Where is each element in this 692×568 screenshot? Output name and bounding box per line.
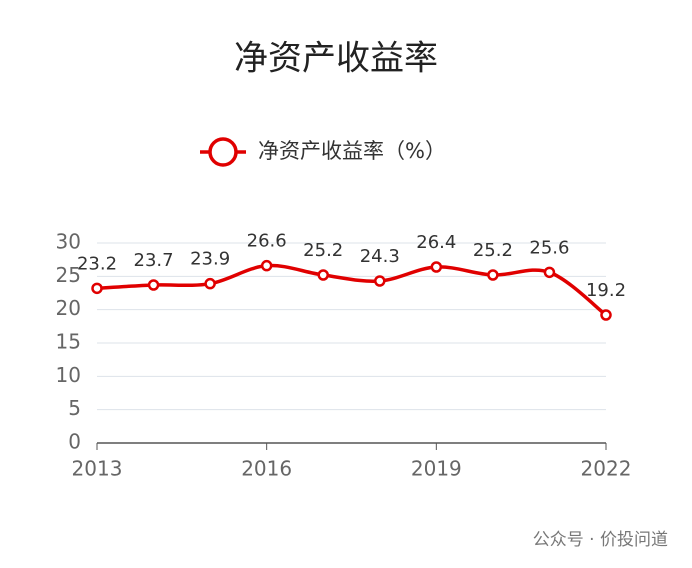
watermark: 公众号 · 价投问道	[533, 530, 668, 550]
data-point	[147, 279, 160, 291]
data-point	[91, 282, 103, 295]
y-tick-label: 25	[56, 263, 81, 287]
data-point	[204, 277, 216, 290]
data-point	[487, 269, 499, 281]
x-tick-label: 2022	[581, 457, 632, 481]
data-label: 19.2	[586, 280, 626, 301]
data-label: 26.6	[247, 231, 287, 252]
legend-label: 净资产收益率（%）	[258, 139, 446, 163]
y-tick-label: 30	[56, 230, 81, 254]
x-tick-label: 2019	[411, 457, 462, 481]
legend-marker	[208, 137, 238, 167]
data-point	[374, 275, 386, 287]
data-label: 23.2	[77, 253, 117, 274]
data-label: 25.2	[473, 240, 513, 261]
data-label: 25.2	[303, 240, 343, 261]
y-tick-label: 5	[68, 396, 81, 420]
data-point	[260, 259, 273, 272]
data-point	[430, 261, 443, 273]
data-point	[600, 309, 612, 321]
data-label: 23.9	[190, 249, 230, 270]
chart-title: 净资产收益率	[234, 39, 438, 79]
y-tick-label: 20	[56, 296, 81, 320]
y-tick-label: 10	[56, 363, 81, 387]
data-label: 24.3	[360, 246, 400, 267]
y-tick-label: 15	[56, 330, 81, 354]
data-label: 25.6	[529, 237, 569, 258]
y-tick-label: 0	[68, 430, 81, 454]
x-tick-label: 2013	[72, 457, 123, 481]
data-point	[543, 266, 556, 279]
x-tick-label: 2016	[241, 457, 292, 481]
series-line	[96, 263, 608, 317]
data-label: 26.4	[416, 232, 456, 253]
data-point	[317, 269, 329, 281]
data-label: 23.7	[134, 250, 174, 271]
